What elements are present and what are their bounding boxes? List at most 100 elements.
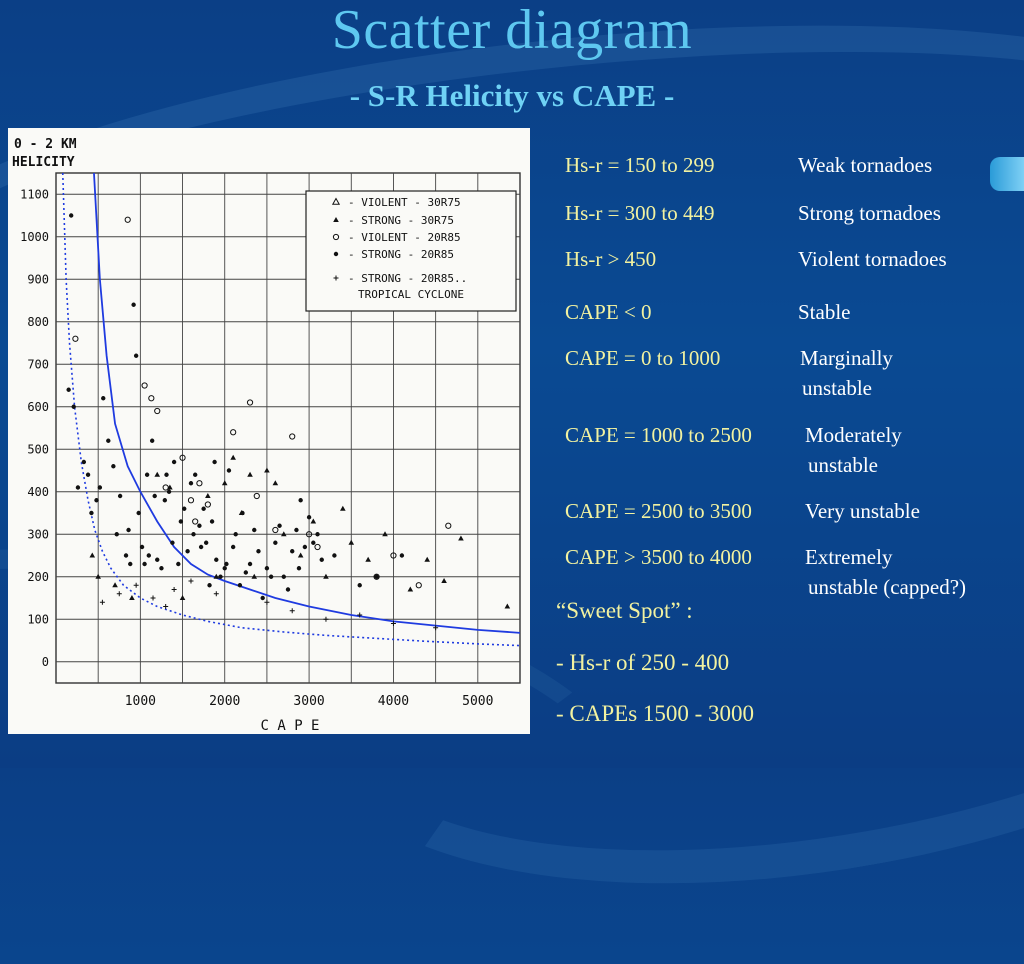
- data-point-dot: [166, 489, 172, 494]
- data-point-triangle: [179, 595, 186, 600]
- class-label-line2: unstable: [808, 453, 878, 477]
- x-tick-label: 4000: [378, 694, 409, 709]
- class-label: Extremely: [805, 545, 893, 569]
- chart-ticks: 0 100 200 300 400 500 600 700 800 900 1000 1100 1000…: [20, 187, 493, 709]
- y-tick-label: 600: [27, 400, 49, 414]
- data-point-dot: [243, 570, 249, 575]
- data-point-open-circle: [272, 526, 279, 534]
- legend-label: - VIOLENT - 20R85: [348, 231, 461, 244]
- class-label: Stable: [798, 300, 851, 324]
- data-point-triangle: [310, 518, 317, 524]
- data-point-open-circle: [196, 480, 203, 487]
- data-point-dot: [203, 540, 209, 545]
- legend-label: - STRONG - 30R75: [348, 214, 454, 227]
- class-label: Very unstable: [805, 499, 920, 523]
- data-point-triangle: [154, 471, 161, 477]
- data-point-dot: [182, 506, 187, 511]
- data-point-dot: [162, 498, 168, 503]
- data-point-dot: [81, 459, 87, 465]
- data-point-dot: [131, 302, 136, 307]
- data-point-triangle: [382, 531, 388, 537]
- y-tick-label: 700: [27, 357, 49, 371]
- slide-title: Scatter diagram: [331, 0, 693, 61]
- data-point-dot: [185, 549, 190, 554]
- data-point-dot: [260, 595, 265, 601]
- data-point-dot: [256, 549, 261, 554]
- data-point-dot: [71, 404, 76, 409]
- data-point-dot: [171, 459, 177, 465]
- data-point-dot: [233, 532, 238, 537]
- data-point-dot: [294, 527, 299, 533]
- y-tick-label: 500: [27, 442, 49, 456]
- data-point-triangle: [333, 217, 339, 222]
- data-point-dot: [170, 540, 175, 545]
- data-point-dot: [207, 583, 212, 588]
- data-point-plus: [433, 625, 439, 631]
- y-tick-label: 200: [27, 570, 49, 584]
- data-point-dot: [176, 561, 181, 567]
- data-point-dot: [302, 544, 308, 550]
- data-point-plus: [323, 616, 329, 622]
- y-tick-label: 0: [42, 655, 49, 669]
- data-point-dot: [277, 523, 282, 528]
- range-text: Hs-r = 150 to 299: [565, 153, 715, 177]
- data-point-dot: [191, 532, 196, 537]
- scatter-chart: 0 100 200 300 400 500 600 700 800 900 1000 1100 1000…: [8, 128, 530, 734]
- data-point-open-circle: [141, 382, 148, 389]
- legend-label: TROPICAL CYCLONE: [358, 288, 464, 301]
- data-point-dot: [226, 468, 232, 473]
- x-tick-label: 1000: [125, 694, 156, 709]
- x-tick-label: 2000: [209, 694, 240, 709]
- data-point-dot: [164, 472, 169, 477]
- data-point-dot: [144, 472, 150, 477]
- range-text: CAPE = 2500 to 3500: [565, 499, 752, 523]
- data-point-triangle: [424, 556, 430, 562]
- data-point-dot: [75, 485, 81, 490]
- data-point-triangle: [112, 582, 118, 588]
- data-point-dot: [230, 544, 236, 550]
- legend-label: - STRONG - 20R85: [348, 248, 454, 261]
- data-point-dot: [237, 583, 243, 588]
- data-point-open-circle: [204, 501, 211, 508]
- data-point-open-circle: [415, 582, 422, 589]
- data-point-dot: [155, 557, 160, 562]
- class-label: Moderately: [805, 423, 902, 447]
- data-point-dot: [139, 544, 145, 550]
- data-point-dot: [178, 519, 184, 524]
- data-point-dot: [209, 519, 215, 524]
- data-point-open-circle: [72, 335, 79, 342]
- y-tick-label: 1000: [20, 230, 49, 244]
- data-point-dot: [149, 438, 155, 443]
- data-point-triangle: [348, 539, 355, 545]
- sweet-spot-cape: - CAPEs 1500 - 3000: [556, 701, 755, 726]
- data-point-dot: [111, 464, 116, 469]
- data-point-open-circle: [246, 399, 254, 406]
- data-point-plus: [357, 612, 363, 618]
- class-label-line2: unstable: [802, 376, 872, 400]
- data-point-dot: [273, 540, 278, 545]
- legend-label: - VIOLENT - 30R75: [348, 196, 461, 209]
- data-point-dot: [123, 553, 129, 558]
- data-point-triangle: [365, 556, 371, 562]
- x-tick-label: 3000: [293, 694, 324, 709]
- class-label: Weak tornadoes: [798, 153, 933, 177]
- decorative-tab: [990, 157, 1024, 191]
- data-point-plus: [150, 595, 156, 601]
- y-tick-label: 800: [27, 315, 49, 329]
- data-point-dot: [332, 553, 337, 558]
- data-point-plus: [390, 621, 396, 626]
- data-point-plus: [163, 604, 169, 609]
- data-point-triangle: [247, 471, 253, 477]
- data-point-dot: [85, 472, 91, 477]
- data-point-dot: [296, 566, 302, 571]
- data-point-plus: [133, 582, 139, 588]
- y-tick-label: 100: [27, 612, 49, 626]
- chart-grid: [55, 172, 521, 684]
- data-point-triangle: [205, 493, 211, 498]
- class-label-line2: unstable (capped?): [808, 575, 967, 599]
- chart-points: [66, 213, 511, 631]
- range-text: CAPE = 1000 to 2500: [565, 423, 752, 447]
- plot-frame: [55, 172, 521, 684]
- data-point-dot: [214, 557, 219, 562]
- data-point-dot: [222, 566, 227, 571]
